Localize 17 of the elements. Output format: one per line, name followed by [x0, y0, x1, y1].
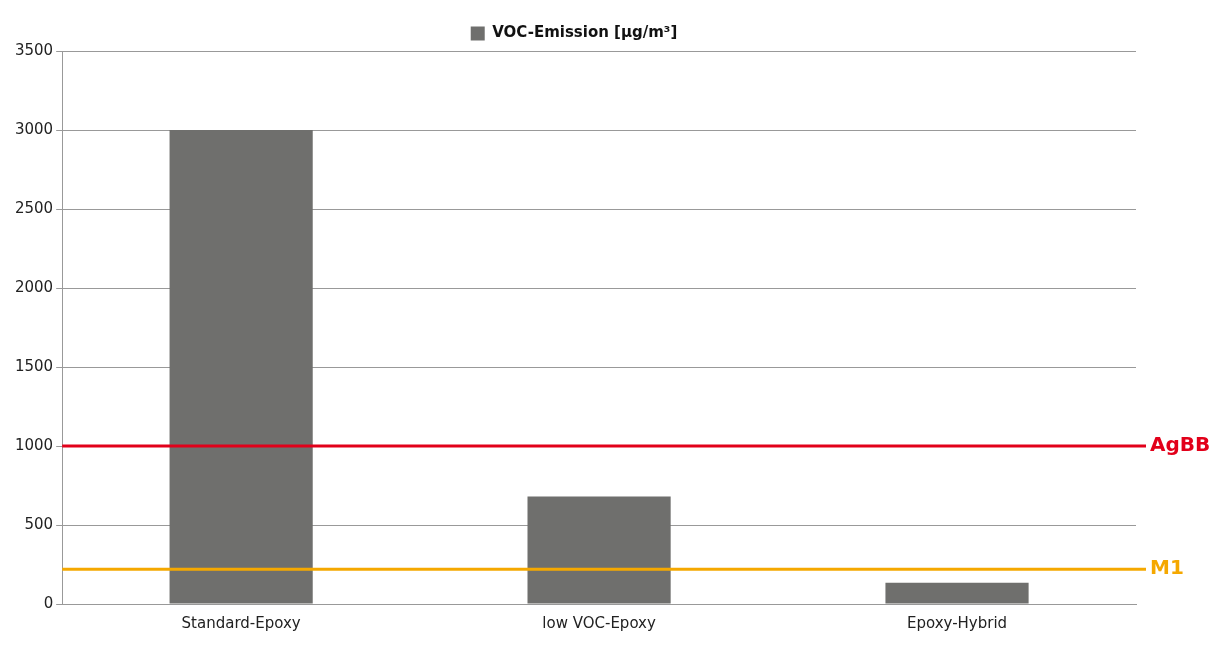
- y-tick-label: 1500: [14, 356, 54, 375]
- x-tick-label: Standard-Epoxy: [181, 613, 301, 632]
- y-tick-label: 1000: [14, 435, 54, 454]
- x-tick-label: Epoxy-Hybrid: [906, 613, 1008, 632]
- ref-line-label: M1: [1150, 555, 1184, 580]
- x-tick-label: low VOC-Epoxy: [542, 613, 656, 632]
- ref-line-label: AgBB: [1150, 432, 1211, 457]
- legend-label: VOC-Emission [µg/m³]: [492, 23, 678, 42]
- y-tick-label: 0: [43, 593, 54, 612]
- y-tick-label: 500: [24, 514, 54, 533]
- y-tick-label: 2500: [14, 198, 54, 217]
- y-tick-label: 3500: [14, 40, 54, 59]
- bar: [527, 496, 671, 604]
- y-tick-label: 3000: [14, 119, 54, 138]
- bar: [169, 130, 313, 604]
- bar: [885, 582, 1029, 604]
- y-tick-label: 2000: [14, 277, 54, 296]
